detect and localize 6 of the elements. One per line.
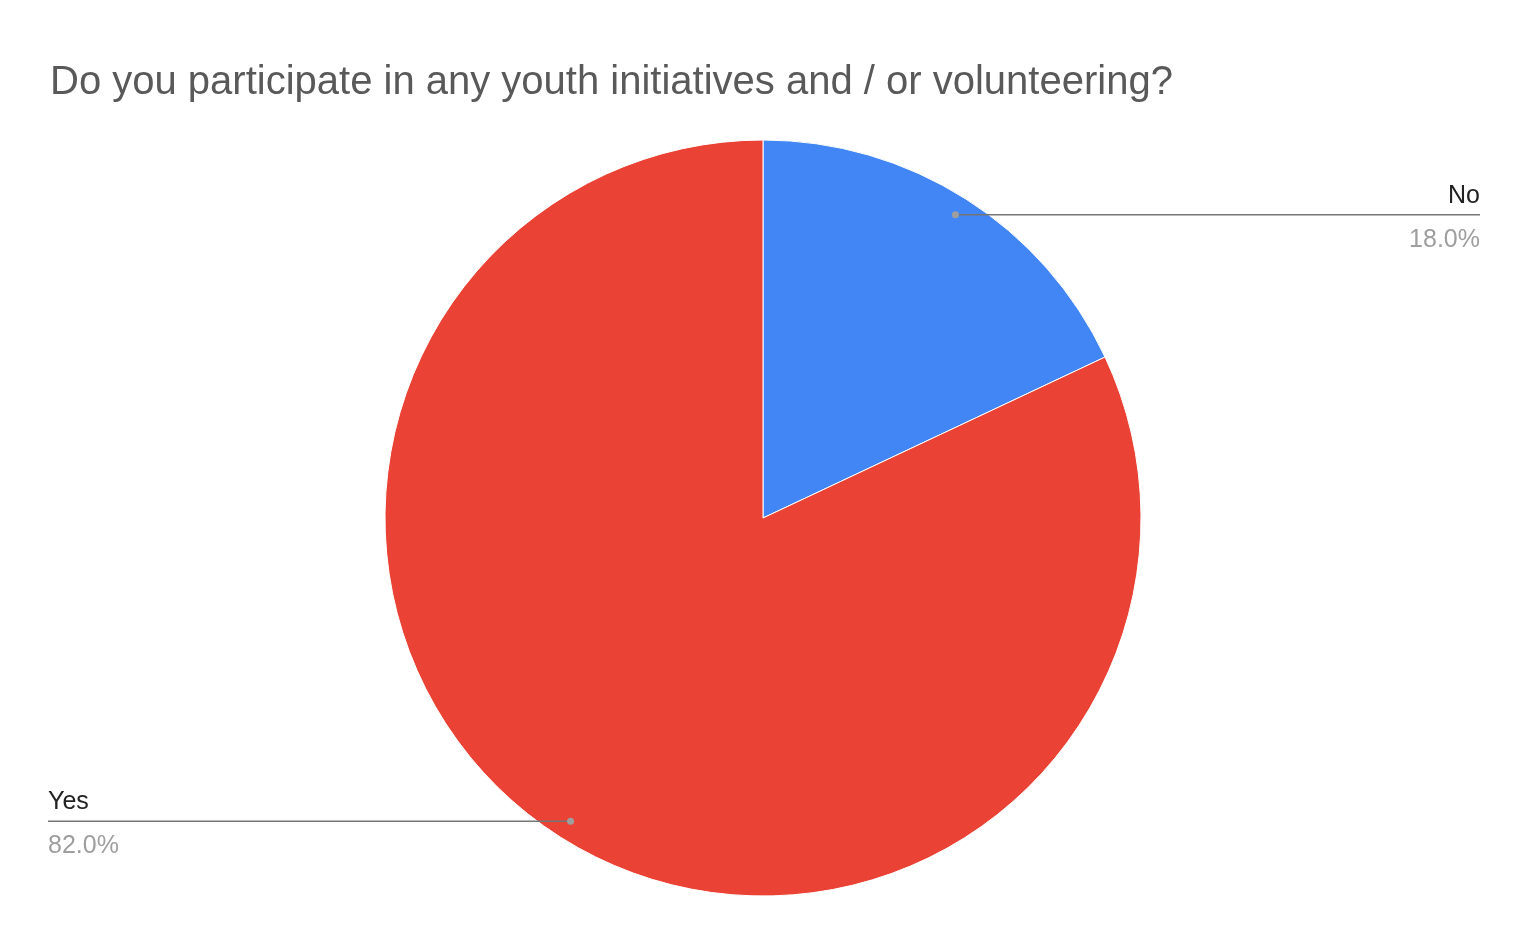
chart-title: Do you participate in any youth initiatives and / or volunteering? xyxy=(50,58,1173,102)
slice-label: No xyxy=(1448,179,1480,208)
slice-label: Yes xyxy=(48,786,89,815)
pie-slice xyxy=(384,139,1141,897)
data-label: 18.0% xyxy=(1409,223,1480,252)
data-label: 82.0% xyxy=(48,830,119,859)
